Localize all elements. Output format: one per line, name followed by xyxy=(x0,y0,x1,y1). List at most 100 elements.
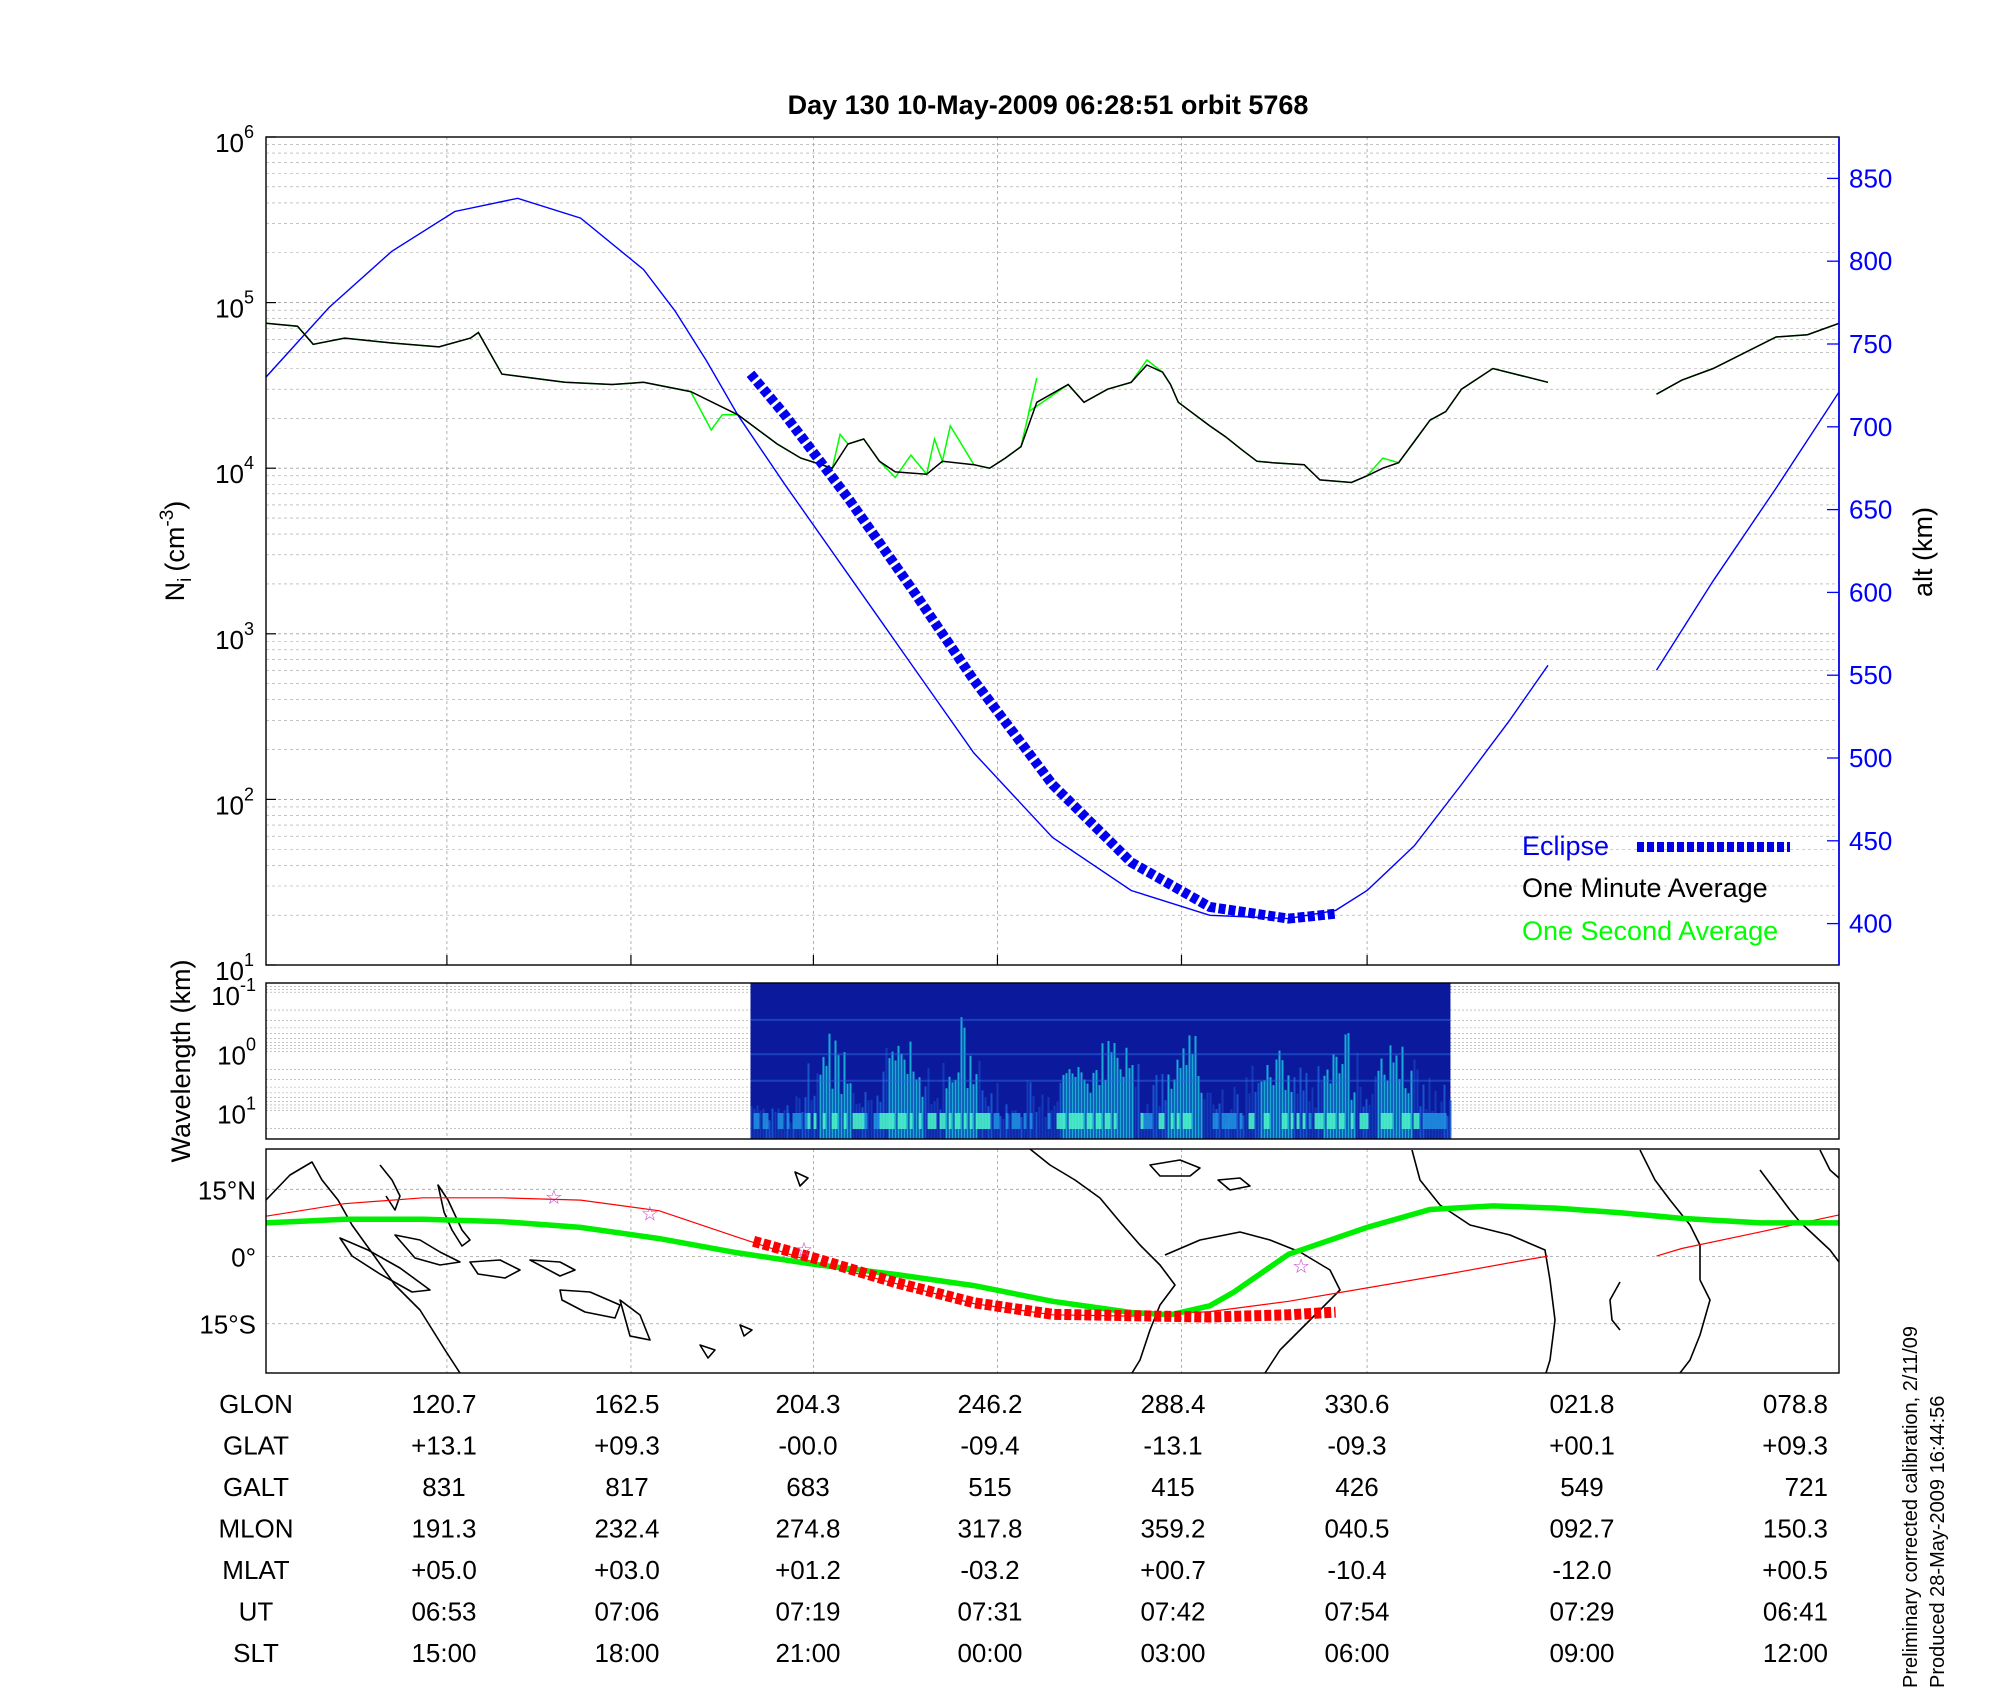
spectrogram-cell xyxy=(1014,1113,1018,1129)
spectrogram-cell xyxy=(1212,1113,1216,1129)
coastline xyxy=(437,1184,471,1247)
spectrogram-column xyxy=(1059,1082,1062,1139)
spectrogram-cell xyxy=(1080,1113,1084,1129)
spectrogram-column xyxy=(1032,1095,1035,1139)
spectrogram-column xyxy=(825,1065,828,1139)
coastline xyxy=(1029,1149,1176,1373)
spectrogram-band xyxy=(750,1053,1451,1056)
table-cell: 040.5 xyxy=(1324,1514,1389,1544)
map-grid xyxy=(266,1149,1839,1373)
wavelength-tick-labels: 10-1 100 101 xyxy=(211,975,256,1130)
table-cell: 07:29 xyxy=(1549,1597,1614,1627)
spectrogram-column xyxy=(1086,1083,1089,1139)
coastline xyxy=(339,1237,431,1293)
table-cell: 515 xyxy=(968,1472,1011,1502)
spectrogram-column xyxy=(1254,1091,1257,1139)
spectrogram-cell xyxy=(1224,1113,1228,1129)
density-tick-label: 102 xyxy=(215,784,254,820)
spectrogram-column xyxy=(1422,1084,1425,1139)
spectrogram-column xyxy=(1287,1075,1290,1139)
spectrogram-column xyxy=(1218,1103,1221,1139)
spectrogram-cell xyxy=(1290,1113,1294,1129)
spectrogram-cell xyxy=(1221,1113,1225,1129)
spectrogram-cell xyxy=(885,1113,889,1129)
latitude-tick-labels: 15°N 0° 15°S xyxy=(198,1175,256,1339)
spectrogram-column xyxy=(828,1033,831,1139)
spectrogram-column xyxy=(885,1047,888,1139)
spectrogram-column xyxy=(1320,1081,1323,1139)
spectrogram-column xyxy=(927,1068,930,1139)
table-cell: 18:00 xyxy=(594,1638,659,1668)
coastline xyxy=(1679,1279,1711,1373)
spectrogram-column xyxy=(996,1083,999,1139)
altitude-tick-label: 550 xyxy=(1849,660,1892,690)
spectrogram-cell xyxy=(1062,1113,1066,1129)
spectrogram-column xyxy=(1386,1080,1389,1139)
spectrogram-column xyxy=(768,1120,771,1139)
table-cell: 683 xyxy=(786,1472,829,1502)
table-cell: 021.8 xyxy=(1549,1389,1614,1419)
figure-title: Day 130 10-May-2009 06:28:51 orbit 5768 xyxy=(788,90,1309,120)
spectrogram-cell xyxy=(777,1113,781,1129)
altitude-tick-label: 750 xyxy=(1849,329,1892,359)
spectrogram-column xyxy=(945,1088,948,1139)
coastline xyxy=(529,1259,576,1277)
spectrogram-column xyxy=(960,1017,963,1139)
spectrogram-column xyxy=(1272,1085,1275,1139)
produced-note: Produced 28-May-2009 16:44:56 xyxy=(1927,1396,1949,1688)
spectrogram-column xyxy=(1326,1069,1329,1139)
spectrogram-column xyxy=(1161,1074,1164,1139)
wavelength-tick-label: 101 xyxy=(217,1094,256,1130)
table-row-label: GLON xyxy=(219,1389,293,1419)
spectrogram-column xyxy=(1263,1080,1266,1139)
star-marker: ☆ xyxy=(545,1185,563,1209)
altitude-line-segment-2 xyxy=(1655,391,1839,671)
spectrogram-column xyxy=(1299,1067,1302,1139)
spectrogram-cell xyxy=(1068,1113,1072,1129)
spectrogram-cell xyxy=(1023,1113,1027,1129)
density-tick-label: 103 xyxy=(215,619,254,655)
spectrogram-cell xyxy=(1089,1113,1093,1129)
spectrogram-cell xyxy=(753,1113,757,1129)
spectrogram-cell xyxy=(1425,1113,1429,1129)
spectrogram-cell xyxy=(957,1113,961,1129)
spectrogram-column xyxy=(1080,1072,1083,1139)
spectrogram-cell xyxy=(1350,1113,1354,1129)
table-cell: 07:06 xyxy=(594,1597,659,1627)
spectrogram-cell xyxy=(1248,1113,1252,1129)
table-cell: +00.7 xyxy=(1140,1555,1206,1585)
spectrogram-cell xyxy=(942,1113,946,1129)
coastline xyxy=(619,1299,651,1341)
spectrogram-plot-frame xyxy=(265,982,1840,1140)
spectrogram-cell xyxy=(1149,1113,1153,1129)
table-cell: 549 xyxy=(1560,1472,1603,1502)
table-cell: +00.5 xyxy=(1762,1555,1828,1585)
table-cell: 15:00 xyxy=(411,1638,476,1668)
table-cell: +13.1 xyxy=(411,1431,477,1461)
spectrogram-column xyxy=(1044,1116,1047,1139)
spectrogram-cell xyxy=(1437,1113,1441,1129)
table-cell: 09:00 xyxy=(1549,1638,1614,1668)
table-cell: 07:42 xyxy=(1140,1597,1205,1627)
spectrogram-column xyxy=(1428,1077,1431,1139)
eclipse-track-line xyxy=(752,1236,1336,1323)
wavelength-axis-label: Wavelength (km) xyxy=(166,959,196,1162)
table-cell: 092.7 xyxy=(1549,1514,1614,1544)
spectrogram-column xyxy=(1269,1077,1272,1139)
spectrogram-cell xyxy=(1143,1113,1147,1129)
spectrogram-column xyxy=(1119,1069,1122,1139)
spectrogram-cell xyxy=(1005,1113,1009,1129)
spectrogram-column xyxy=(1323,1075,1326,1139)
spectrogram-column xyxy=(1026,1080,1029,1139)
coastline xyxy=(1609,1281,1621,1331)
spectrogram-cell xyxy=(852,1113,856,1129)
spectrogram-column xyxy=(1257,1082,1260,1139)
spectrogram-cell xyxy=(1431,1113,1435,1129)
spectrogram-cell xyxy=(1047,1113,1051,1129)
spectrogram-column xyxy=(1188,1035,1191,1139)
table-cell: -09.3 xyxy=(1327,1431,1386,1461)
table-cell: 817 xyxy=(605,1472,648,1502)
spectrogram-column xyxy=(951,1082,954,1139)
spectrogram-column xyxy=(1095,1069,1098,1139)
table-cell: 162.5 xyxy=(594,1389,659,1419)
